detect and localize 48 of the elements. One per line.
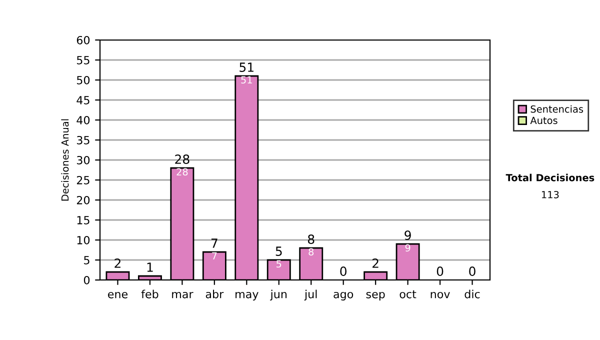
data-label: 28 [176,168,188,176]
total-label: 1 [147,262,153,272]
y-tick-label: 35 [76,136,90,144]
total-label: 0 [436,266,444,276]
y-tick-label: 50 [76,76,90,84]
data-label: 51 [241,76,252,84]
y-tick-label: 40 [76,116,90,124]
text: 113 [542,190,559,198]
data-label: 5 [276,260,282,268]
x-tick-label: nov [430,292,450,298]
legend-label: Autos [530,116,558,124]
x-tick-label: mar [172,292,194,298]
x-tick-label: ago [334,292,354,300]
x-tick-label: dic [464,290,480,298]
y-tick-label: 0 [84,276,90,284]
y-tick-label: 55 [76,56,90,64]
total-label: 2 [114,258,120,268]
legend-label: Sentencias [530,105,584,113]
y-tick-label: 10 [77,236,90,244]
y-tick-label: 5 [84,256,90,264]
data-label: 8 [308,248,314,256]
y-axis-title: Decisiones Anual [61,119,69,201]
x-tick-label: may [236,292,258,300]
data-label: 7 [212,252,217,260]
total-label: 7 [211,238,218,248]
total-label: 8 [308,234,314,244]
total-label: 5 [276,246,282,256]
y-tick-label: 25 [76,176,90,184]
data-label: 9 [405,244,410,252]
text: Total Decisiones [506,174,594,182]
x-tick-label: abr [206,290,224,298]
y-tick-label: 20 [76,196,90,204]
x-tick-label: sep [366,292,385,300]
x-tick-label: oct [400,290,416,298]
y-tick-label: 45 [76,96,90,104]
y-tick-label: 60 [76,36,90,44]
total-label: 0 [469,266,476,276]
total-label: 0 [340,266,346,276]
x-tick-label: jul [304,290,317,300]
y-tick-label: 30 [76,156,90,164]
total-label: 28 [175,154,190,164]
y-tick-label: 15 [77,216,90,224]
total-label: 9 [404,230,411,240]
x-tick-label: jun [270,290,287,300]
x-tick-label: feb [141,290,158,298]
total-label: 51 [240,62,254,72]
total-label: 2 [372,258,378,268]
x-tick-label: ene [108,292,128,298]
